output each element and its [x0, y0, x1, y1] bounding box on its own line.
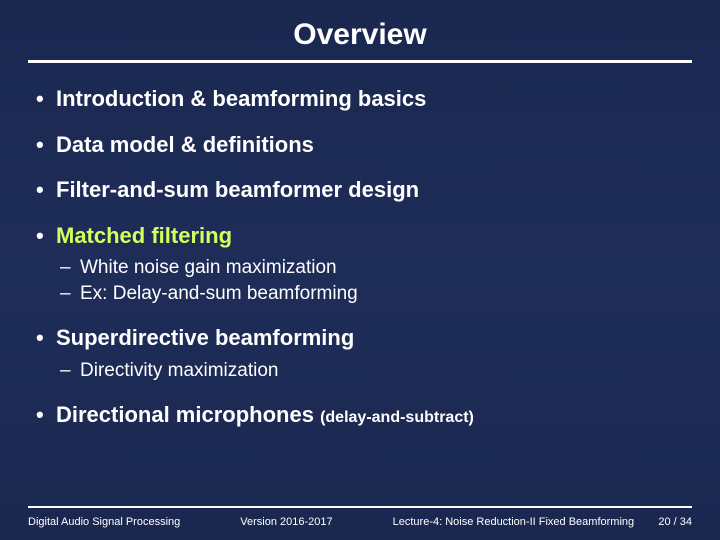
content-area: Introduction & beamforming basics Data m…	[28, 85, 692, 506]
bullet-item-highlight: Matched filtering White noise gain maxim…	[34, 222, 692, 307]
bullet-text: Data model & definitions	[56, 132, 314, 157]
sub-list: White noise gain maximization Ex: Delay-…	[56, 255, 692, 306]
bullet-text: Superdirective beamforming	[56, 325, 354, 350]
sub-item: Directivity maximization	[56, 358, 692, 384]
sub-item: Ex: Delay-and-sum beamforming	[56, 281, 692, 307]
bullet-item: Data model & definitions	[34, 131, 692, 159]
bullet-item: Introduction & beamforming basics	[34, 85, 692, 113]
sub-item: White noise gain maximization	[56, 255, 692, 281]
bullet-list: Introduction & beamforming basics Data m…	[34, 85, 692, 429]
bullet-text: Introduction & beamforming basics	[56, 86, 426, 111]
footer-wrap: Digital Audio Signal Processing Version …	[28, 506, 692, 540]
footer-page: 20 / 34	[658, 516, 692, 528]
footer-lecture: Lecture-4: Noise Reduction-II Fixed Beam…	[393, 516, 635, 528]
footer-rule	[28, 506, 692, 508]
slide: Overview Introduction & beamforming basi…	[0, 0, 720, 540]
bullet-text: Directional microphones	[56, 402, 314, 427]
title-rule	[28, 60, 692, 63]
bullet-item: Superdirective beamforming Directivity m…	[34, 324, 692, 383]
footer-version: Version 2016-2017	[240, 516, 332, 528]
sub-list: Directivity maximization	[56, 358, 692, 384]
bullet-inline-note: (delay-and-subtract)	[320, 409, 474, 426]
bullet-text: Matched filtering	[56, 223, 232, 248]
bullet-text: Filter-and-sum beamformer design	[56, 177, 419, 202]
bullet-item: Directional microphones (delay-and-subtr…	[34, 401, 692, 429]
slide-title: Overview	[28, 18, 692, 52]
footer: Digital Audio Signal Processing Version …	[28, 516, 692, 540]
bullet-item: Filter-and-sum beamformer design	[34, 176, 692, 204]
footer-course: Digital Audio Signal Processing	[28, 516, 180, 528]
